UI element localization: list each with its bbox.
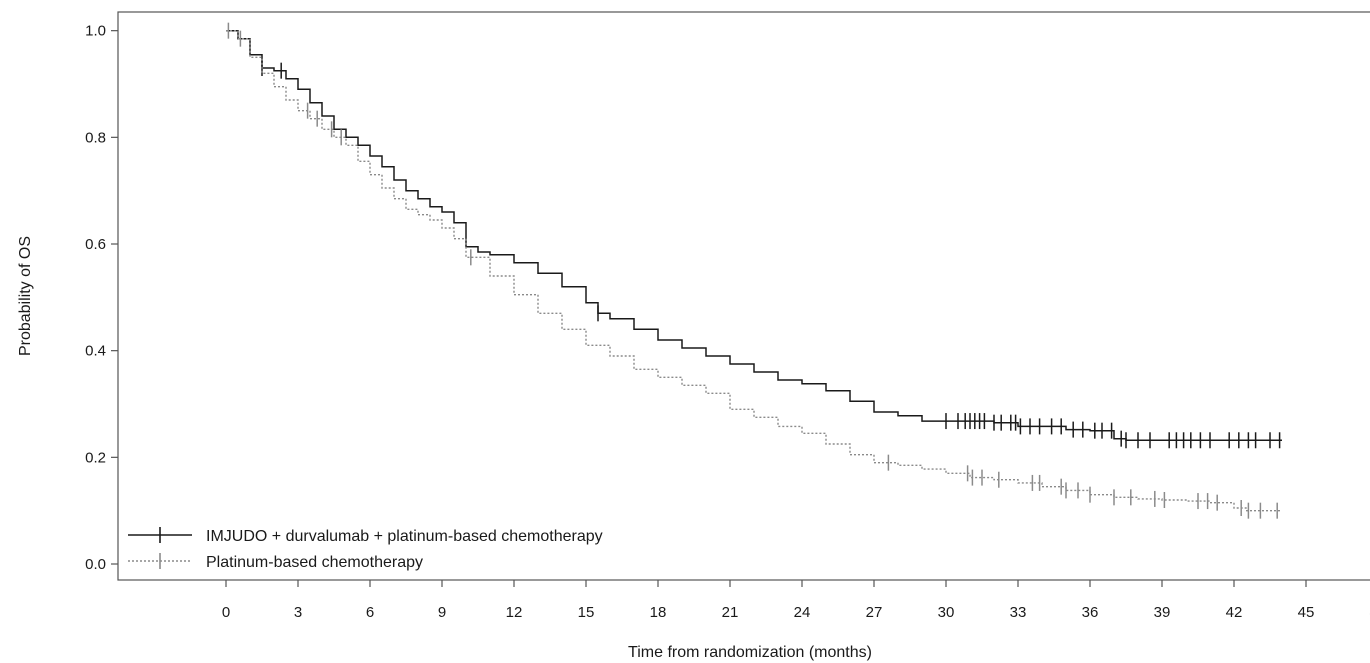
series-line-imjudo <box>226 29 1282 442</box>
x-tick-label: 30 <box>938 604 955 621</box>
y-tick-label: 0.8 <box>85 129 106 146</box>
x-tick-label: 6 <box>366 604 374 621</box>
y-tick-label: 0.2 <box>85 449 106 466</box>
x-tick-label: 27 <box>866 604 883 621</box>
y-tick-label: 1.0 <box>85 23 106 40</box>
x-tick-label: 15 <box>578 604 595 621</box>
x-tick-label: 39 <box>1154 604 1171 621</box>
y-tick-label: 0.0 <box>85 556 106 573</box>
legend-label-chemo: Platinum-based chemotherapy <box>206 554 423 571</box>
plot-frame <box>117 11 1370 581</box>
series-layer <box>226 22 1282 519</box>
x-tick-label: 42 <box>1226 604 1243 621</box>
legend: IMJUDO + durvalumab + platinum-based che… <box>128 527 603 571</box>
x-tick-label: 33 <box>1010 604 1027 621</box>
y-axis-ticks: 0.0 0.2 0.4 0.6 0.8 1.0 <box>85 23 118 573</box>
x-tick-label: 9 <box>438 604 446 621</box>
x-tick-label: 45 <box>1298 604 1315 621</box>
x-tick-label: 0 <box>222 604 230 621</box>
x-tick-label: 18 <box>650 604 667 621</box>
x-tick-label: 36 <box>1082 604 1099 621</box>
y-tick-label: 0.4 <box>85 343 106 360</box>
y-tick-label: 0.6 <box>85 236 106 253</box>
x-axis-ticks: 036912151821242730333639424548 <box>222 580 1370 621</box>
legend-label-imjudo: IMJUDO + durvalumab + platinum-based che… <box>206 528 603 545</box>
x-axis-title: Time from randomization (months) <box>628 644 872 661</box>
x-tick-label: 24 <box>794 604 811 621</box>
x-tick-label: 3 <box>294 604 302 621</box>
x-tick-label: 12 <box>506 604 523 621</box>
x-tick-label: 21 <box>722 604 739 621</box>
y-axis-title: Probability of OS <box>17 236 34 356</box>
